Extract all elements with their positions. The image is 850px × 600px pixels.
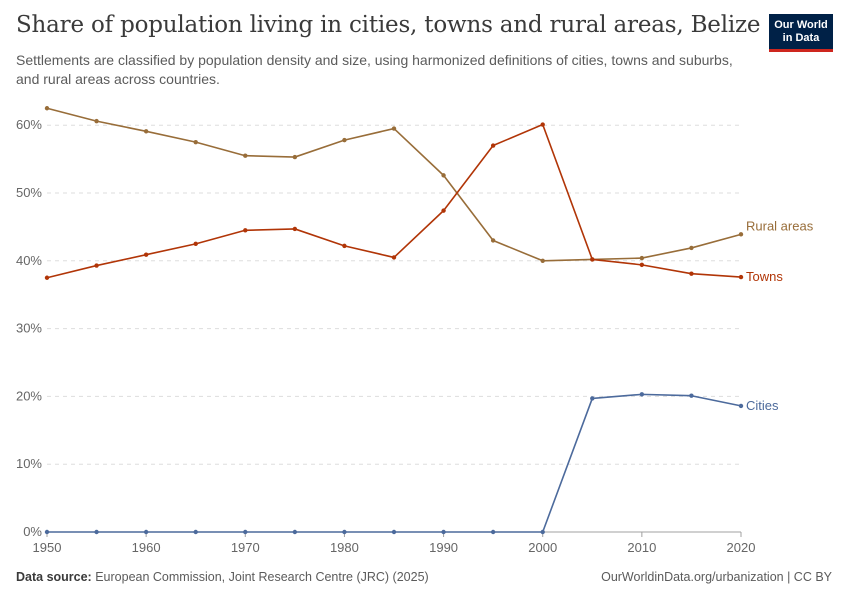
cities-point [490,529,496,535]
x-tick-label: 2010 [627,540,656,555]
series-labels: Rural areas Towns Cities [746,218,814,413]
rural-areas-point [639,255,645,261]
cities-point [292,529,298,535]
cities-point [540,529,545,535]
x-tick-label: 2020 [727,540,756,555]
rural-areas-point [540,258,545,263]
cities-point [639,392,645,397]
rural-areas-point [490,238,496,243]
towns-point [94,263,99,268]
towns-point [738,274,744,280]
rural-areas-point [44,106,50,111]
x-tick-label: 1950 [33,540,62,555]
x-tick-label: 1960 [132,540,161,555]
data-source-label: Data source: [16,570,92,584]
cities-point [243,529,248,535]
towns-point [689,271,694,276]
y-tick-label: 0% [23,524,42,539]
rural-areas-label: Rural areas [746,218,814,233]
chart-subtitle: Settlements are classified by population… [16,52,733,87]
towns-point [540,122,545,127]
towns-point [391,255,397,260]
cities-point [342,529,347,535]
towns-point [342,243,347,249]
towns-line [46,123,742,279]
cities-label: Cities [746,398,779,413]
towns-label: Towns [746,269,783,284]
y-axis-ticks: 0% 10% 20% 30% 40% 50% 60% [16,117,42,539]
rural-areas-point [441,173,446,178]
rural-areas-point [193,139,198,145]
footer-link[interactable]: OurWorldinData.org/urbanization | CC BY [601,570,832,584]
towns-point [490,143,496,148]
rural-areas-line [46,107,742,262]
y-tick-label: 20% [16,388,42,403]
towns-point [292,226,298,232]
x-axis-ticks: 1950 1960 1970 1980 1990 2000 2010 2020 [33,532,756,555]
towns-point [441,208,446,213]
rural-areas-point [391,126,397,131]
rural-areas-point [143,129,149,134]
rural-areas-point [689,245,694,251]
y-tick-label: 60% [16,117,42,132]
rural-areas-point [94,118,99,124]
cities-point [44,529,50,535]
series-lines [44,106,744,535]
data-source-text: European Commission, Joint Research Cent… [95,570,429,584]
towns-point [590,257,595,262]
chart-title: Share of population living in cities, to… [16,12,761,38]
cities-point [143,529,149,535]
grid-lines [47,124,741,533]
rural-areas-point [243,153,248,158]
x-tick-label: 1990 [429,540,458,555]
x-tick-label: 2000 [528,540,557,555]
towns-point [243,228,248,233]
towns-point [44,275,50,280]
cities-point [738,403,744,409]
y-tick-label: 10% [16,456,42,471]
x-tick-label: 1980 [330,540,359,555]
towns-point [143,252,149,257]
y-tick-label: 50% [16,185,42,200]
x-tick-label: 1970 [231,540,260,555]
cities-point [94,529,99,535]
logo-line-1: Our World [774,19,828,31]
cities-point [441,529,446,535]
cities-point [391,529,397,535]
y-tick-label: 30% [16,321,42,336]
towns-point [639,262,645,268]
logo-line-2: in Data [782,32,820,44]
rural-areas-point [738,232,744,237]
towns-point [193,241,198,247]
y-tick-label: 40% [16,253,42,268]
cities-point [590,396,595,401]
owid-logo[interactable]: Our World in Data [769,14,833,52]
cities-point [193,529,198,535]
data-source: Data source: European Commission, Joint … [16,570,429,584]
cities-point [689,393,694,398]
cities-line [47,393,742,533]
rural-areas-point [342,137,347,143]
rural-areas-point [292,154,298,160]
